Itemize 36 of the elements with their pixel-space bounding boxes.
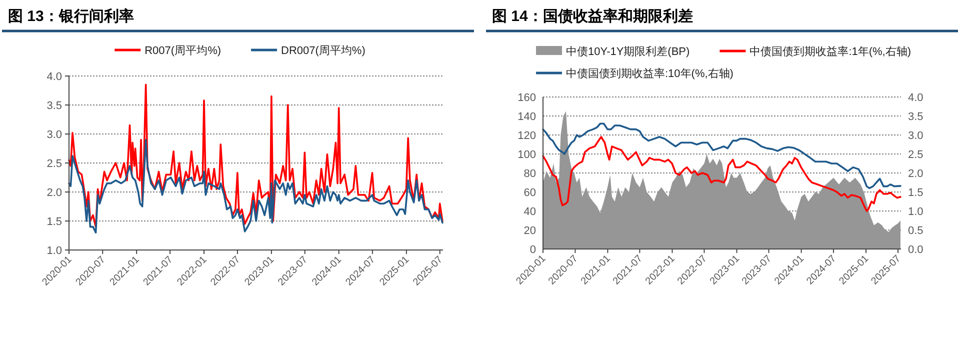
chart-title: 图 13：银行间利率 — [8, 7, 134, 25]
y2-tick-label: 1.5 — [908, 187, 924, 199]
y2-tick-label: 2.5 — [908, 149, 924, 161]
line-series — [68, 138, 444, 234]
y-tick-label: 140 — [518, 111, 536, 123]
y-tick-label: 4.0 — [46, 71, 62, 83]
legend-label: 中债10Y-1Y期限利差(BP) — [566, 45, 690, 58]
y2-tick-label: 1.0 — [908, 206, 924, 218]
legend-label: 中债国债到期收益率:1年(%,右轴) — [750, 45, 912, 58]
legend-label: DR007(周平均%) — [281, 45, 366, 57]
y-tick-label: 20 — [524, 225, 536, 237]
y-tick-label: 80 — [524, 168, 536, 180]
y-tick-label: 60 — [524, 187, 536, 199]
line-series — [542, 136, 902, 212]
y-tick-label: 2.0 — [46, 187, 62, 199]
y-tick-label: 3.0 — [46, 129, 62, 141]
y-tick-label: 40 — [524, 206, 536, 218]
legend-label: 中债国债到期收益率:10年(%,右轴) — [566, 67, 734, 80]
line-series — [542, 122, 902, 190]
y-tick-label: 3.5 — [46, 100, 62, 112]
y-tick-label: 2.5 — [46, 158, 62, 170]
y-tick-label: 160 — [518, 92, 536, 104]
line-series — [68, 84, 444, 228]
chart-title: 图 14：国债收益率和期限利差 — [492, 7, 693, 25]
y2-tick-label: 4.0 — [908, 92, 924, 104]
y-tick-label: 1.5 — [46, 216, 62, 228]
y-tick-label: 100 — [518, 149, 536, 161]
y2-tick-label: 3.5 — [908, 111, 924, 123]
y2-tick-label: 2.0 — [908, 168, 924, 180]
y-tick-label: 0 — [530, 244, 536, 256]
y2-tick-label: 0.5 — [908, 225, 924, 237]
y2-tick-label: 3.0 — [908, 130, 924, 142]
y-tick-label: 120 — [518, 130, 536, 142]
y-tick-label: 1.0 — [46, 245, 62, 257]
y2-tick-label: 0.0 — [908, 244, 924, 256]
legend-label: R007(周平均%) — [144, 45, 222, 57]
